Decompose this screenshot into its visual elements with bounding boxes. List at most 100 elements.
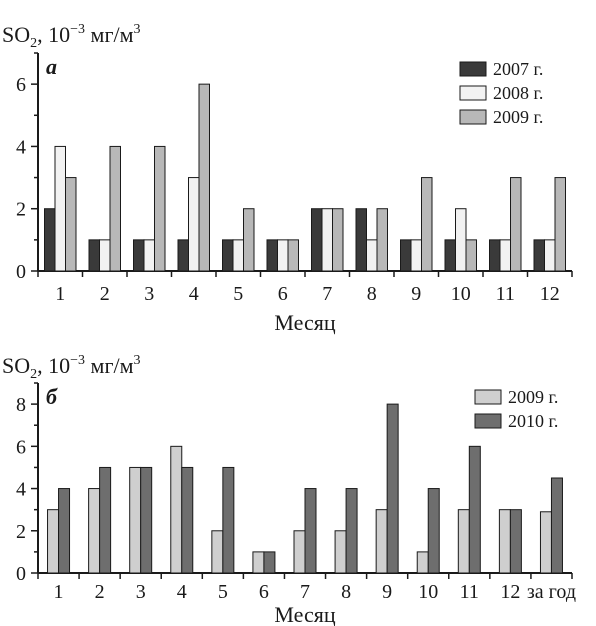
y-tick-label: 4 bbox=[16, 479, 26, 501]
bar bbox=[321, 208, 333, 272]
bar bbox=[154, 145, 166, 272]
bar bbox=[109, 145, 121, 272]
bar bbox=[498, 509, 511, 574]
bar bbox=[400, 239, 412, 272]
bar bbox=[311, 208, 323, 272]
bar bbox=[332, 208, 344, 272]
x-tick-label: 10 bbox=[418, 581, 438, 603]
bar bbox=[293, 530, 306, 574]
bar bbox=[499, 239, 511, 272]
bar bbox=[243, 208, 255, 272]
bar bbox=[181, 466, 194, 574]
bar bbox=[58, 488, 71, 574]
legend-swatch bbox=[459, 109, 487, 125]
bar bbox=[455, 208, 467, 272]
x-tick-label: 1 bbox=[55, 283, 65, 305]
bar bbox=[54, 145, 66, 272]
x-tick-label: 2 bbox=[100, 283, 110, 305]
x-tick-label: 6 bbox=[259, 581, 269, 603]
y-tick-label: 0 bbox=[16, 563, 26, 585]
bar bbox=[533, 239, 545, 272]
bar bbox=[140, 466, 153, 574]
x-tick-label: 4 bbox=[177, 581, 187, 603]
bar bbox=[427, 488, 440, 574]
x-tick-label: 1 bbox=[54, 581, 64, 603]
x-tick-label: 9 bbox=[411, 283, 421, 305]
x-tick-label: 6 bbox=[278, 283, 288, 305]
bar bbox=[421, 177, 433, 272]
x-tick-label: 7 bbox=[322, 283, 332, 305]
x-tick-label: 3 bbox=[136, 581, 146, 603]
legend-swatch bbox=[474, 413, 502, 429]
bar bbox=[170, 445, 183, 574]
bar bbox=[489, 239, 501, 272]
bar bbox=[550, 477, 563, 574]
x-axis-title: Месяц bbox=[274, 602, 335, 626]
bar bbox=[88, 488, 101, 574]
legend-swatch bbox=[474, 389, 502, 405]
legend-swatch bbox=[459, 85, 487, 101]
bar bbox=[539, 511, 552, 574]
bar bbox=[386, 403, 399, 574]
bar bbox=[211, 530, 224, 574]
x-tick-label: 12 bbox=[540, 283, 560, 305]
x-tick-label: 8 bbox=[367, 283, 377, 305]
bar bbox=[465, 239, 477, 272]
bar bbox=[355, 208, 367, 272]
x-tick-label: 2 bbox=[95, 581, 105, 603]
bar bbox=[88, 239, 100, 272]
bar bbox=[99, 239, 111, 272]
bar bbox=[198, 83, 210, 272]
y-tick-label: 0 bbox=[16, 261, 26, 283]
y-tick-label: 6 bbox=[16, 436, 26, 458]
bar bbox=[287, 239, 299, 272]
bar bbox=[410, 239, 422, 272]
bar bbox=[554, 177, 566, 272]
y-axis-title: SO2, 10−3 мг/м3 bbox=[2, 22, 141, 51]
bar bbox=[366, 239, 378, 272]
bar bbox=[65, 177, 77, 272]
bar bbox=[232, 239, 244, 272]
bar bbox=[133, 239, 145, 272]
y-tick-label: 2 bbox=[16, 199, 26, 221]
bar bbox=[277, 239, 289, 272]
bar bbox=[263, 551, 276, 574]
legend-label: 2009 г. bbox=[493, 107, 543, 127]
bar bbox=[375, 509, 388, 574]
bar bbox=[509, 509, 522, 574]
bar bbox=[222, 239, 234, 272]
bar bbox=[468, 445, 481, 574]
bar bbox=[188, 177, 200, 272]
x-tick-label: 11 bbox=[496, 283, 515, 305]
y-axis-title: SO2, 10−3 мг/м3 bbox=[2, 353, 141, 382]
bar bbox=[376, 208, 388, 272]
bar bbox=[222, 466, 235, 574]
x-axis-title: Месяц bbox=[274, 310, 335, 335]
y-tick-label: 2 bbox=[16, 521, 26, 543]
legend-label: 2010 г. bbox=[508, 411, 558, 431]
panel-letter: а bbox=[46, 54, 57, 79]
bar bbox=[544, 239, 556, 272]
legend-label: 2009 г. bbox=[508, 387, 558, 407]
x-tick-label: 5 bbox=[218, 581, 228, 603]
bar bbox=[334, 530, 347, 574]
legend-label: 2007 г. bbox=[493, 59, 543, 79]
x-tick-label: 11 bbox=[460, 581, 479, 603]
y-tick-label: 4 bbox=[16, 136, 26, 158]
x-tick-label: за год bbox=[527, 581, 576, 603]
x-tick-label: 12 bbox=[500, 581, 520, 603]
panel-letter: б bbox=[46, 384, 58, 409]
x-tick-label: 4 bbox=[189, 283, 199, 305]
x-tick-label: 5 bbox=[233, 283, 243, 305]
bar bbox=[129, 466, 142, 574]
bar bbox=[44, 208, 56, 272]
legend-swatch bbox=[459, 61, 487, 77]
x-tick-label: 9 bbox=[382, 581, 392, 603]
bar bbox=[510, 177, 522, 272]
bar bbox=[444, 239, 456, 272]
x-tick-label: 3 bbox=[144, 283, 154, 305]
bar bbox=[457, 509, 470, 574]
